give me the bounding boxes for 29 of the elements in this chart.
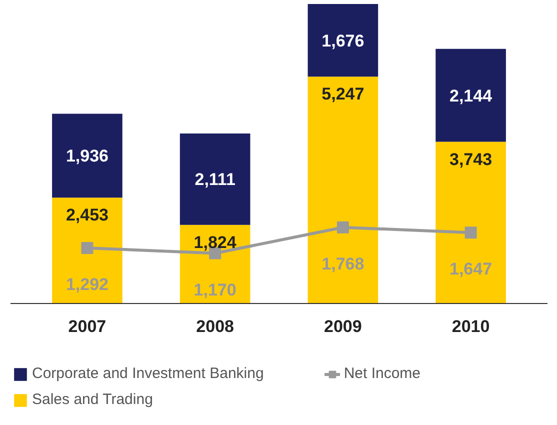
data-label: 2,144 bbox=[450, 86, 493, 106]
bar bbox=[436, 48, 506, 142]
data-label: 5,247 bbox=[322, 84, 364, 104]
point bbox=[336, 221, 349, 234]
bar bbox=[52, 114, 122, 198]
bar bbox=[436, 142, 506, 304]
data-label: 2,111 bbox=[194, 170, 236, 190]
legend-label: Sales and Trading bbox=[32, 391, 153, 408]
data-label: 1,824 bbox=[194, 232, 237, 252]
x-tick-label: 2010 bbox=[452, 316, 490, 336]
legend-label: Net Income bbox=[344, 365, 421, 382]
x-tick-label: 2008 bbox=[196, 316, 234, 336]
data-label: 1,936 bbox=[66, 146, 108, 166]
data-label: 1,647 bbox=[450, 260, 492, 279]
bar bbox=[308, 4, 378, 77]
point bbox=[81, 242, 94, 254]
bar bbox=[52, 198, 122, 304]
x-tick-label: 2009 bbox=[324, 316, 362, 336]
bar bbox=[308, 76, 378, 304]
data-label: 1,292 bbox=[66, 274, 108, 294]
bar bbox=[180, 133, 250, 225]
point bbox=[464, 226, 477, 239]
data-label: 1,768 bbox=[322, 254, 364, 274]
x-tick-label: 2007 bbox=[68, 316, 106, 336]
data-label: 2,453 bbox=[66, 206, 108, 225]
legend-label: Corporate and Investment Banking bbox=[32, 365, 264, 382]
data-label: 1,170 bbox=[194, 280, 236, 300]
data-label: 3,743 bbox=[450, 150, 492, 169]
data-label: 1,676 bbox=[322, 31, 364, 50]
